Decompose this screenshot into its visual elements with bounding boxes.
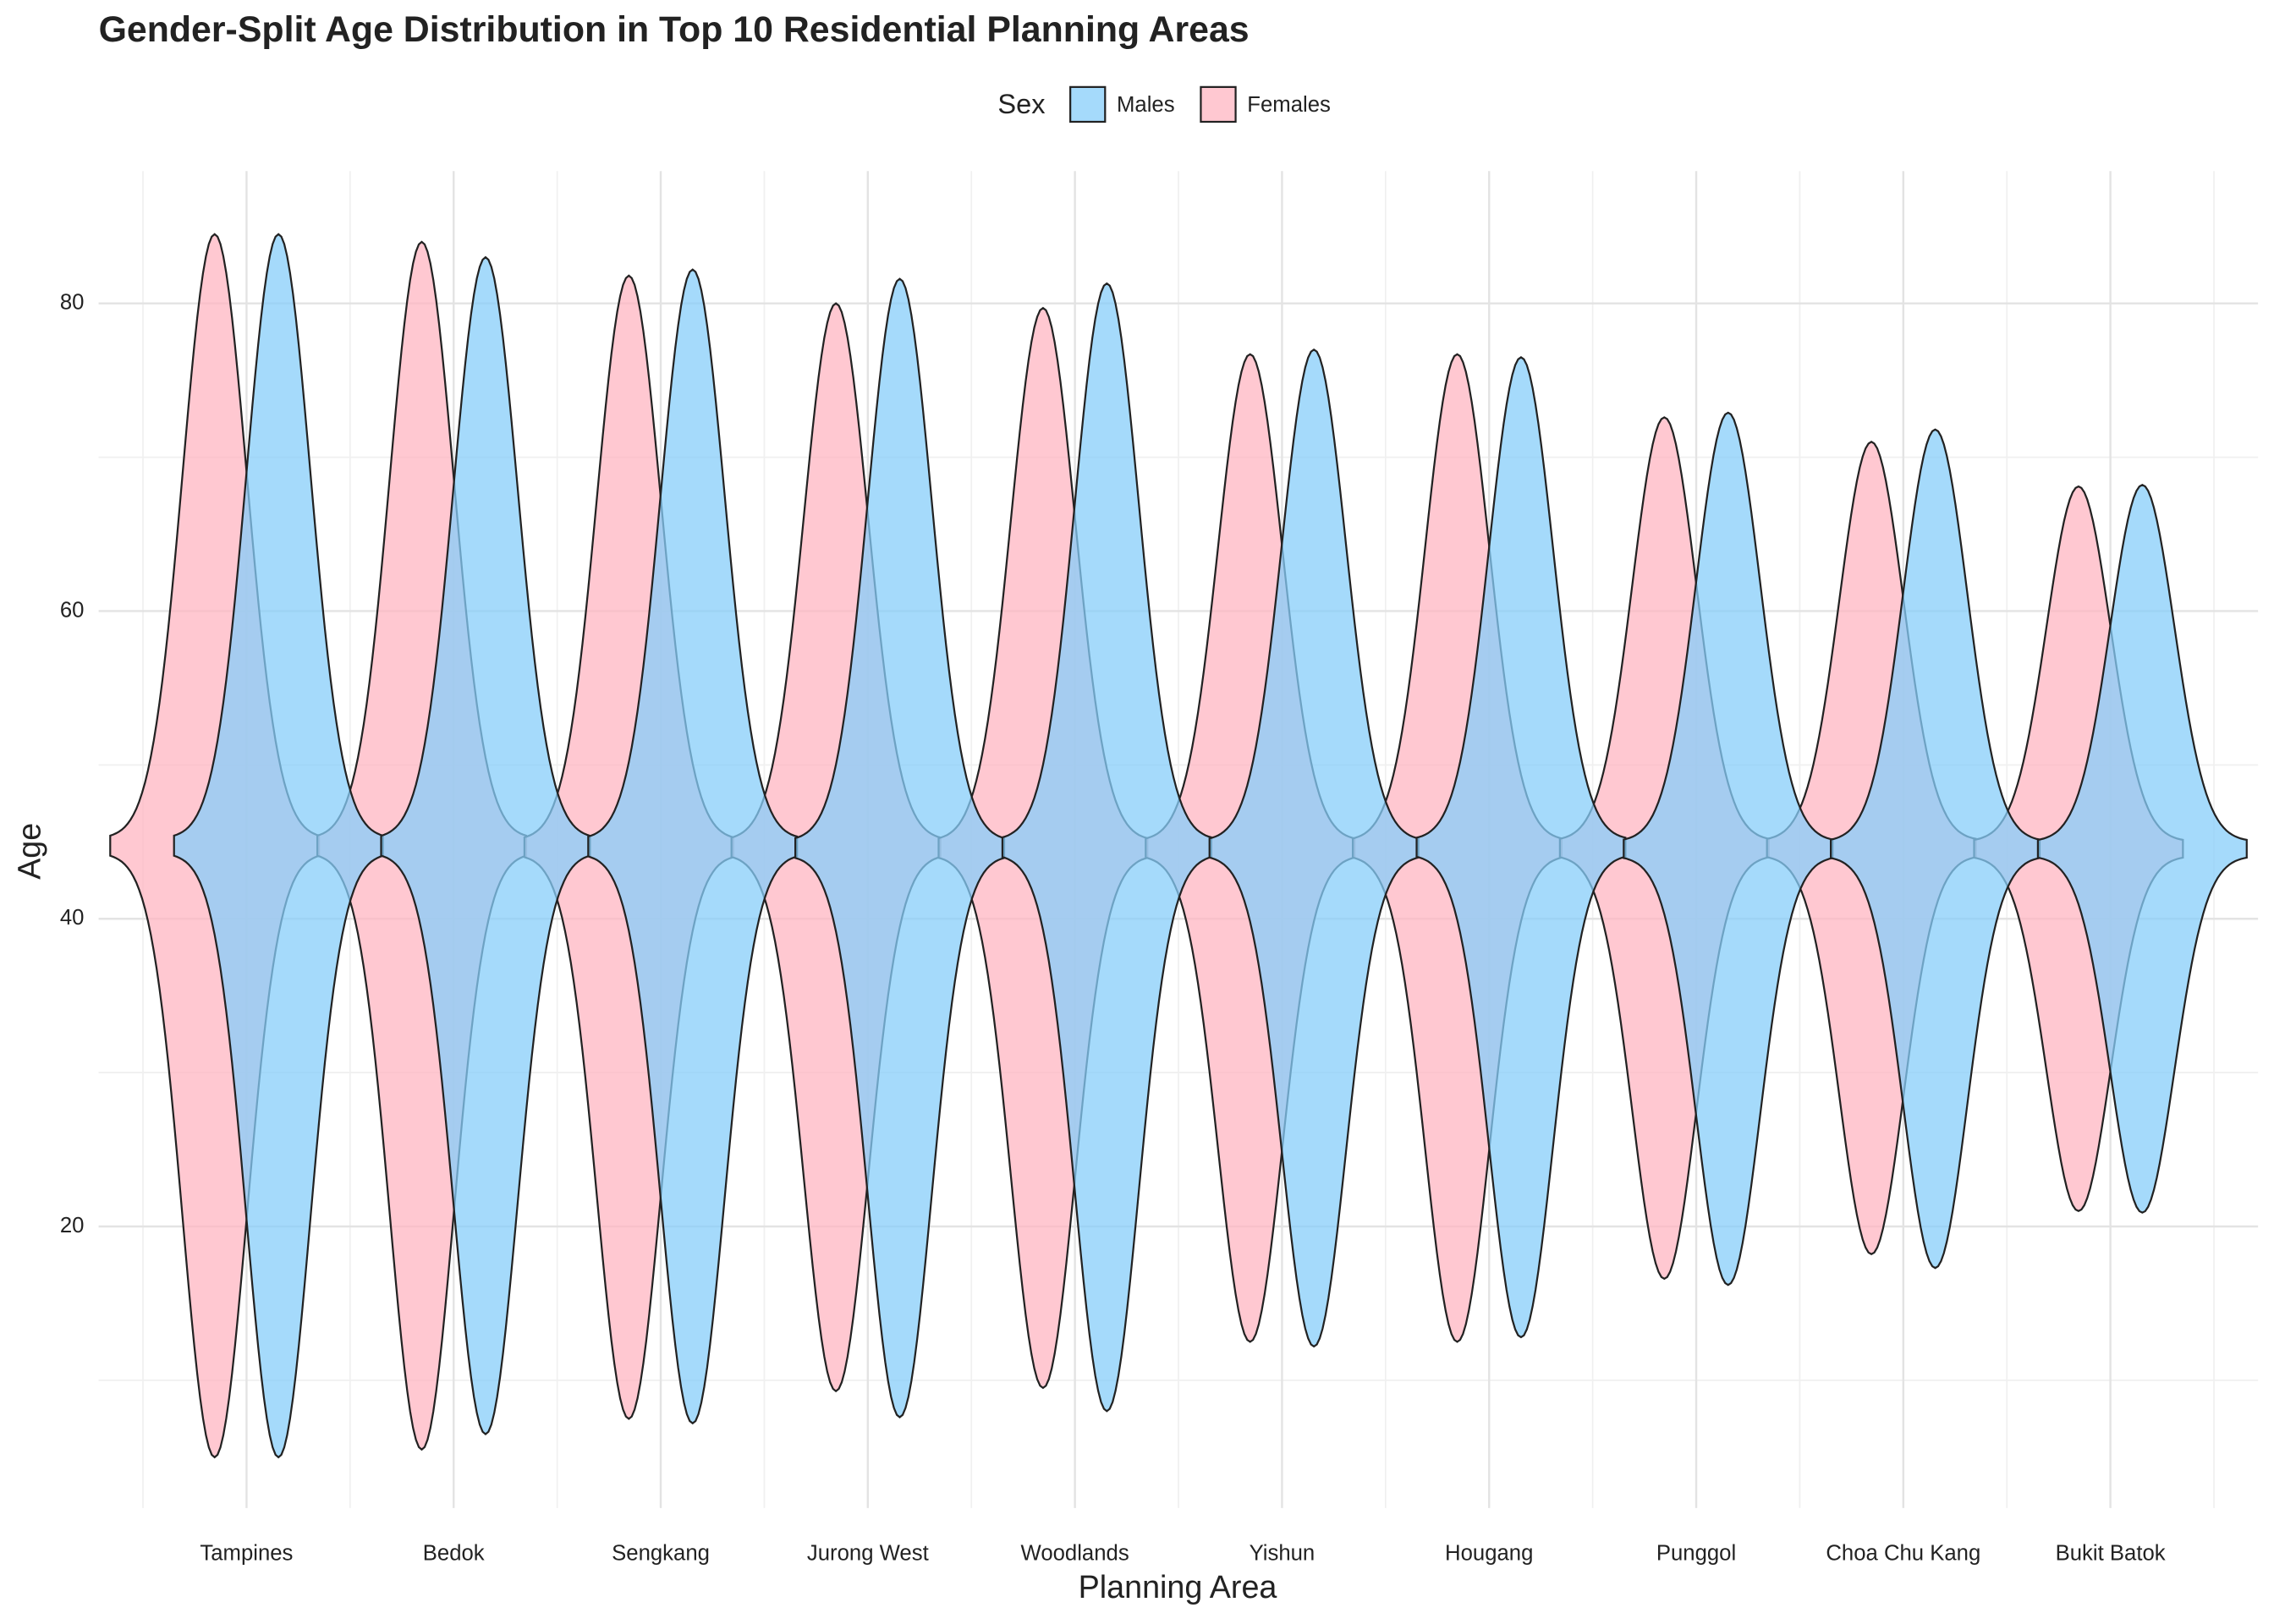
x-tick-label: Bukit Batok (2056, 1542, 2166, 1566)
legend-title: Sex (997, 89, 1045, 119)
x-tick-label: Yishun (1250, 1542, 1316, 1566)
y-tick-label: 60 (60, 598, 85, 622)
x-tick-label: Hougang (1445, 1542, 1533, 1566)
y-tick-label: 80 (60, 291, 85, 315)
x-tick-label: Bedok (423, 1542, 485, 1566)
legend-key (1069, 85, 1107, 123)
chart-title: Gender-Split Age Distribution in Top 10 … (99, 9, 1250, 50)
legend-key (1200, 85, 1237, 123)
legend-label: Males (1117, 93, 1175, 117)
y-axis-label: Age (12, 823, 47, 880)
marks (109, 233, 2248, 1459)
x-tick-label: Jurong West (807, 1542, 929, 1566)
y-tick-label: 20 (60, 1214, 85, 1237)
x-tick-label: Sengkang (612, 1542, 710, 1566)
x-tick-label: Choa Chu Kang (1826, 1542, 1980, 1566)
x-tick-label: Tampines (200, 1542, 293, 1566)
x-tick-label: Punggol (1656, 1542, 1736, 1566)
violin (2036, 483, 2248, 1214)
y-tick-label: 40 (60, 906, 85, 930)
x-tick-label: Woodlands (1021, 1542, 1129, 1566)
x-axis-label: Planning Area (1079, 1569, 1277, 1605)
legend-label: Females (1247, 93, 1331, 117)
